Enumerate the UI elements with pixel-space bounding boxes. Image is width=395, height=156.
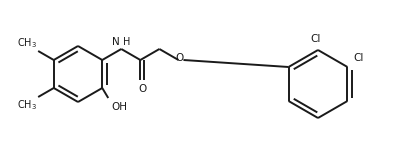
Text: CH$_3$: CH$_3$ bbox=[17, 98, 37, 112]
Text: O: O bbox=[175, 53, 184, 63]
Text: Cl: Cl bbox=[311, 34, 321, 44]
Text: N: N bbox=[111, 37, 119, 47]
Text: Cl: Cl bbox=[354, 53, 364, 63]
Text: H: H bbox=[123, 37, 131, 47]
Text: OH: OH bbox=[111, 102, 127, 112]
Text: O: O bbox=[138, 84, 147, 94]
Text: CH$_3$: CH$_3$ bbox=[17, 36, 37, 50]
